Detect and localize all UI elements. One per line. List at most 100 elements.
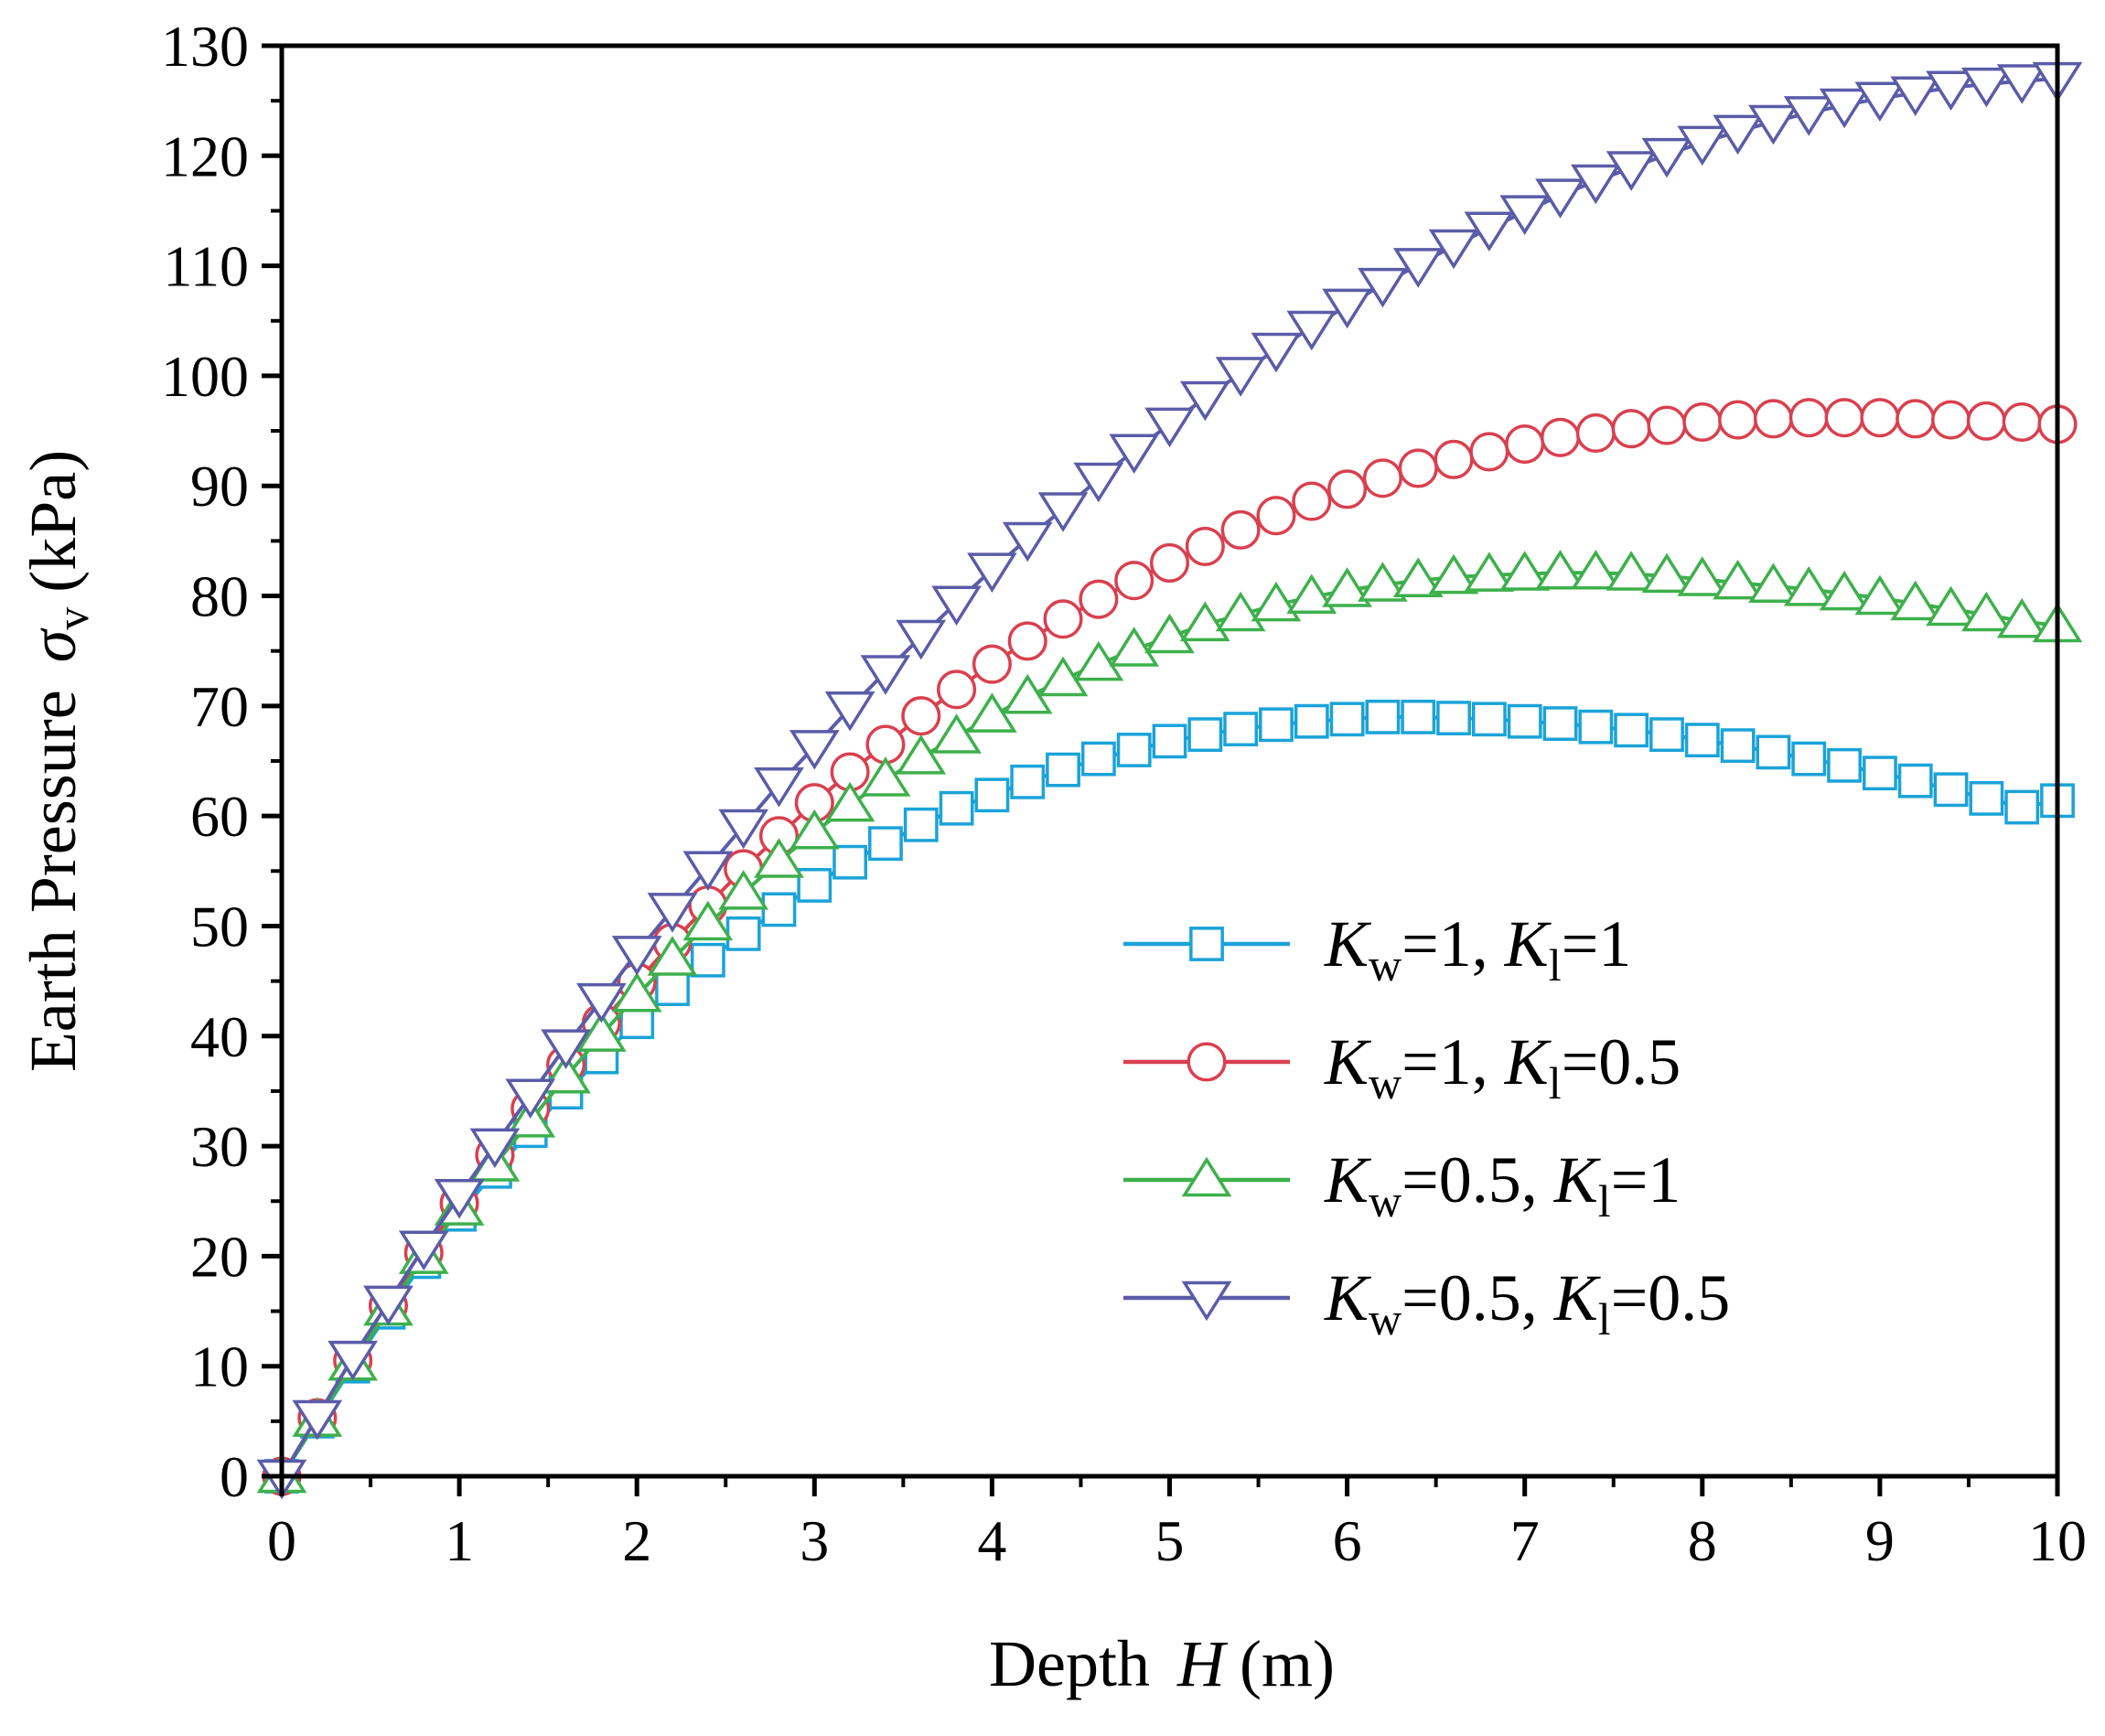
legend-entry-1: Kw=1, Kl=1	[1123, 907, 1631, 991]
series-2-point	[972, 644, 1012, 684]
legend-label: Kw=1, Kl=0.5	[1324, 1025, 1681, 1109]
series-4-point	[1819, 88, 1870, 129]
legend-label-k2: K	[1553, 1261, 1602, 1334]
x-tick-label: 7	[1510, 1508, 1540, 1573]
series-2-point	[2002, 402, 2042, 443]
series-3-point	[1358, 562, 1408, 602]
series-4-point	[1926, 70, 1976, 112]
series-3-point	[1854, 574, 1906, 616]
y-axis-title-symbol: σ	[16, 627, 90, 662]
series-3-point	[1570, 549, 1621, 590]
series-3-point	[1641, 552, 1692, 594]
series-1-point	[1897, 763, 1933, 798]
series-4-point	[434, 1178, 485, 1219]
series-3-point	[682, 900, 734, 941]
legend-entry-3: Kw=0.5, Kl=1	[1123, 1143, 1681, 1227]
series-1-point	[974, 777, 1010, 813]
series-3-point	[1322, 567, 1372, 607]
legend-label: Kw=0.5, Kl=1	[1324, 1143, 1681, 1227]
series-1-point	[1471, 702, 1507, 737]
legend-entry-4: Kw=0.5, Kl=0.5	[1123, 1261, 1730, 1345]
legend: Kw=1, Kl=1Kw=1, Kl=0.5Kw=0.5, Kl=1Kw=0.5…	[1123, 907, 1730, 1345]
series-4-point	[469, 1128, 521, 1169]
series-3-point	[1819, 570, 1870, 611]
series-1-point	[1542, 706, 1578, 742]
series-3-point	[718, 870, 769, 910]
legend-label-v1: =1,	[1402, 1025, 1505, 1098]
series-1-point	[1116, 733, 1152, 767]
series-2-point	[1753, 399, 1793, 439]
series-3-point	[1251, 581, 1302, 622]
x-axis-title-symbol: H	[1176, 1627, 1229, 1700]
series-4-point	[1286, 310, 1337, 351]
series-2-point	[1327, 469, 1368, 509]
y-axis: 0 10 20 30 40 50 60 70 80 90 100 110 120 130	[161, 14, 282, 1509]
series-1-point	[2004, 789, 2040, 825]
series-2-point	[1824, 398, 1864, 438]
legend-marker	[1181, 1281, 1232, 1322]
series-4-point	[1251, 332, 1302, 373]
series-2-point	[901, 696, 941, 736]
series-4-point	[363, 1285, 413, 1326]
series-3-point	[860, 756, 911, 797]
series-3-point	[1960, 591, 2012, 632]
y-tick-label: 120	[161, 123, 249, 188]
series-4-point	[647, 893, 698, 933]
series-1-point	[1365, 699, 1401, 734]
legend-label-v2: =0.5	[1562, 1025, 1681, 1098]
series-2-point	[1896, 399, 1936, 439]
legend-label-k1: K	[1324, 1143, 1372, 1216]
series-4-point	[1073, 462, 1124, 503]
series-3-point	[1535, 549, 1585, 590]
series-1-point	[1969, 780, 2004, 816]
x-tick-label: 8	[1688, 1508, 1717, 1573]
series-3-point	[1499, 551, 1551, 591]
series-1-point	[690, 942, 725, 978]
series-3-point	[824, 781, 875, 822]
series-4-point	[292, 1399, 343, 1441]
series-2-point	[1007, 621, 1047, 661]
x-tick-label: 6	[1333, 1508, 1362, 1573]
series-2-point	[1682, 402, 1723, 443]
legend-label-k1: K	[1324, 1025, 1372, 1098]
series-4-point	[541, 1029, 591, 1069]
series-3-point	[1144, 613, 1195, 654]
series-4-point	[1748, 104, 1799, 145]
legend-marker	[1189, 927, 1224, 961]
series-2-point	[1505, 423, 1545, 465]
series-3-point	[1606, 551, 1657, 591]
x-axis-title: Depth H (m)	[989, 1627, 1335, 1700]
series-3-point	[1926, 585, 1976, 627]
series-4-point	[1535, 178, 1585, 219]
series-2-point	[1220, 509, 1261, 550]
legend-label-s1: w	[1369, 1293, 1402, 1345]
series-3-point	[1713, 559, 1763, 600]
series-4-point	[1358, 267, 1408, 308]
legend-label-v2: =0.5	[1611, 1261, 1731, 1334]
y-axis-title: Earth Pressure σv (kPa)	[16, 450, 98, 1072]
legend-marker	[1181, 1156, 1232, 1197]
x-tick-label: 4	[977, 1508, 1006, 1573]
series-layer	[256, 61, 2083, 1500]
series-4-point	[1570, 164, 1621, 205]
series-4-point	[1783, 96, 1834, 136]
x-tick-label: 1	[445, 1508, 474, 1573]
y-tick-label: 50	[190, 894, 249, 959]
series-2-point	[1043, 599, 1083, 639]
legend-label-s2: l	[1598, 1293, 1611, 1345]
series-1-point	[1649, 717, 1684, 753]
series-3-point	[1890, 580, 1941, 621]
series-1-point	[1187, 717, 1223, 753]
series-2-point	[1930, 400, 1971, 440]
series-4-point	[1499, 195, 1551, 235]
legend-label-v1: =0.5,	[1402, 1143, 1554, 1216]
y-tick-label: 40	[190, 1004, 249, 1069]
series-3-point	[1428, 553, 1479, 595]
series-2-point	[1185, 526, 1225, 566]
y-tick-label: 10	[190, 1334, 249, 1399]
legend-label-k2: K	[1504, 907, 1552, 981]
series-3-point	[754, 838, 804, 878]
series-3-point	[1677, 556, 1728, 596]
legend-label-s1: w	[1369, 1175, 1402, 1227]
series-4-point	[896, 619, 947, 660]
